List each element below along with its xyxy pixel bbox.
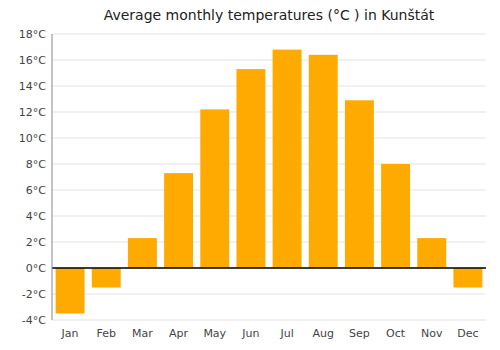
grid-line	[52, 60, 486, 61]
x-tick-label: Jun	[241, 327, 259, 340]
bar	[273, 50, 302, 268]
grid-line	[52, 216, 486, 217]
x-tick-label: Jan	[61, 327, 79, 340]
y-tick-label: 2°C	[26, 236, 46, 249]
bar	[381, 164, 410, 268]
x-tick-label: Apr	[169, 327, 189, 340]
x-tick-label: Dec	[457, 327, 478, 340]
bar	[345, 100, 374, 268]
x-tick-label: Aug	[313, 327, 334, 340]
grid-line	[52, 164, 486, 165]
grid-line	[52, 112, 486, 113]
bar	[417, 238, 446, 268]
bars	[56, 50, 483, 314]
x-tick-label: May	[203, 327, 226, 340]
x-tick-label: Mar	[132, 327, 153, 340]
bar	[92, 268, 121, 288]
y-tick-label: 12°C	[19, 106, 46, 119]
grid-line	[52, 34, 486, 35]
x-tick-label: Oct	[386, 327, 406, 340]
y-tick-label: 8°C	[26, 158, 46, 171]
grid-line	[52, 294, 486, 295]
y-tick-label: 6°C	[26, 184, 46, 197]
y-tick-label: -4°C	[22, 314, 46, 327]
x-axis: Jan Feb Mar Apr May Jun Jul Aug Sep Oct Nov Dec	[61, 327, 479, 340]
bar	[164, 173, 193, 268]
chart: Average monthly temperatures (°C ) in Ku…	[0, 0, 500, 350]
y-tick-label: 0°C	[26, 262, 46, 275]
y-tick-label: 4°C	[26, 210, 46, 223]
zero-line	[52, 267, 486, 269]
y-tick-label: 14°C	[19, 80, 46, 93]
x-tick-label: Nov	[421, 327, 443, 340]
bar	[236, 69, 265, 268]
y-tick-label: 16°C	[19, 54, 46, 67]
chart-container: Average monthly temperatures (°C ) in Ku…	[0, 0, 500, 350]
bar	[453, 268, 482, 288]
bar	[309, 55, 338, 268]
grid-line	[52, 138, 486, 139]
grid-line	[52, 86, 486, 87]
x-tick-label: Jul	[279, 327, 293, 340]
x-tick-label: Sep	[349, 327, 370, 340]
title: Average monthly temperatures (°C ) in Ku…	[104, 7, 435, 23]
y-tick-label: 18°C	[19, 28, 46, 41]
bar	[128, 238, 157, 268]
grid-line	[52, 190, 486, 191]
y-axis: -4°C -2°C 0°C 2°C 4°C 6°C 8°C 10°C 12°C 14°C 16°C 1…	[19, 28, 486, 327]
bar	[200, 109, 229, 268]
grid-line	[52, 268, 486, 269]
x-tick-label: Feb	[97, 327, 116, 340]
y-axis-line	[52, 34, 53, 320]
bar	[56, 268, 85, 314]
y-tick-label: -2°C	[22, 288, 46, 301]
y-tick-label: 10°C	[19, 132, 46, 145]
grid-line	[52, 320, 486, 321]
